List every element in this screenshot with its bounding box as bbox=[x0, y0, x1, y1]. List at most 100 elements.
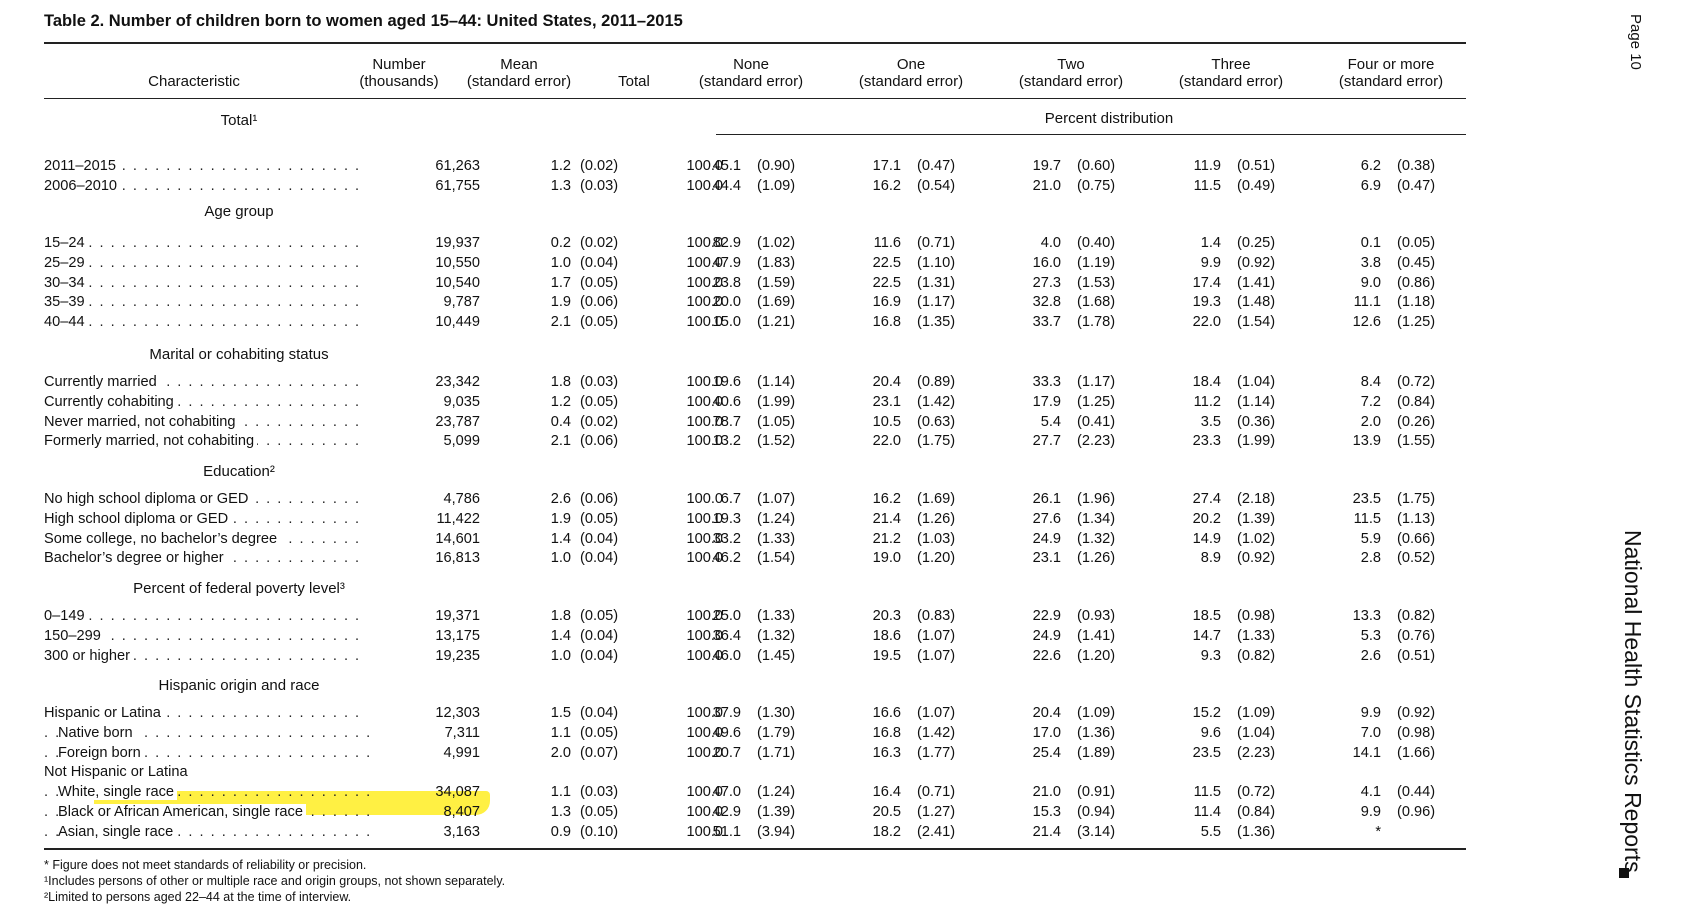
row-label-text: 0–149 bbox=[44, 608, 88, 624]
table-row: . . . . . . . . . . . . . . . . . . . . … bbox=[44, 703, 1466, 723]
cell-three: 14.9 bbox=[1192, 531, 1221, 547]
cell-mean-se: (0.06) bbox=[580, 491, 619, 507]
cell-none: 51.1 bbox=[712, 824, 741, 840]
cell-mean: 2.1 bbox=[550, 433, 571, 449]
table-row: . . . . . . . . . . . . . . . . . . . . … bbox=[44, 529, 1466, 549]
cell-four-se: (0.86) bbox=[1397, 275, 1436, 291]
table-row: . . . . . . . . . . . . . . . . . . . . … bbox=[44, 253, 1466, 273]
cell-mean: 1.9 bbox=[550, 294, 571, 310]
cell-number: 23,787 bbox=[435, 414, 480, 430]
cell-one: 17.1 bbox=[872, 158, 901, 174]
cell-three-se: (0.72) bbox=[1237, 784, 1276, 800]
cell-mean: 1.0 bbox=[550, 550, 571, 566]
header-number-line2: (thousands) bbox=[359, 73, 439, 90]
row-label: . . . . . . . . . . . . . . . . . . . . … bbox=[44, 273, 360, 293]
cell-one-se: (1.27) bbox=[917, 804, 956, 820]
cell-four: 13.9 bbox=[1352, 433, 1381, 449]
cell-two-se: (1.78) bbox=[1077, 314, 1116, 330]
cell-three-se: (0.36) bbox=[1237, 414, 1276, 430]
leader-dots: . . . . . . . . . . . . . . . . . . . . … bbox=[44, 235, 360, 251]
cell-none-se: (1.07) bbox=[757, 491, 796, 507]
cell-four: 6.2 bbox=[1360, 158, 1381, 174]
cell-three: 9.9 bbox=[1200, 255, 1221, 271]
cell-four-se: (0.92) bbox=[1397, 705, 1436, 721]
cell-four: 12.6 bbox=[1352, 314, 1381, 330]
cell-one: 22.0 bbox=[872, 433, 901, 449]
cell-mean: 1.0 bbox=[550, 648, 571, 664]
header-mean-line2: (standard error) bbox=[466, 73, 572, 90]
row-label-text: 300 or higher bbox=[44, 648, 134, 664]
cell-one-se: (1.17) bbox=[917, 294, 956, 310]
cell-none-se: (3.94) bbox=[757, 824, 796, 840]
cell-four-se: (0.26) bbox=[1397, 414, 1436, 430]
cell-none-se: (1.02) bbox=[757, 235, 796, 251]
cell-mean-se: (0.06) bbox=[580, 433, 619, 449]
cell-three: 14.7 bbox=[1192, 628, 1221, 644]
cell-four-se: (0.45) bbox=[1397, 255, 1436, 271]
cell-none: 45.1 bbox=[712, 158, 741, 174]
table-row: . . . . . . . . . . . . . . . . . . . . … bbox=[44, 626, 1466, 646]
cell-one-se: (1.77) bbox=[917, 745, 956, 761]
cell-four: 5.3 bbox=[1360, 628, 1381, 644]
row-label-text: Black or African American, single race bbox=[58, 804, 306, 820]
cell-number: 4,786 bbox=[443, 491, 480, 507]
cell-one: 16.4 bbox=[872, 784, 901, 800]
row-label: . . . . . . . . . . . . . . . . . . . . … bbox=[44, 431, 360, 451]
cell-none: 46.0 bbox=[712, 648, 741, 664]
footnote-1: * Figure does not meet standards of reli… bbox=[44, 858, 367, 872]
cell-four: 2.0 bbox=[1360, 414, 1381, 430]
row-label-text: Currently cohabiting bbox=[44, 394, 177, 410]
cell-none-se: (1.71) bbox=[757, 745, 796, 761]
row-label-text: 150–299 bbox=[44, 628, 104, 644]
cell-none-se: (1.21) bbox=[757, 314, 796, 330]
cell-two-se: (1.41) bbox=[1077, 628, 1116, 644]
cell-none: 47.9 bbox=[712, 255, 741, 271]
row-label-text: Never married, not cohabiting bbox=[44, 414, 239, 430]
cell-total: 100.0 bbox=[686, 394, 723, 410]
cell-total: 100.0 bbox=[686, 235, 723, 251]
cell-none: 42.9 bbox=[712, 804, 741, 820]
cell-mean-se: (0.05) bbox=[580, 608, 619, 624]
cell-two-se: (0.40) bbox=[1077, 235, 1116, 251]
cell-four: 9.0 bbox=[1360, 275, 1381, 291]
row-label-text: 2006–2010 bbox=[44, 178, 121, 194]
cell-number: 10,449 bbox=[435, 314, 480, 330]
cell-none-se: (1.99) bbox=[757, 394, 796, 410]
cell-mean-se: (0.04) bbox=[580, 705, 619, 721]
cell-two: 23.1 bbox=[1032, 550, 1061, 566]
cell-one-se: (1.07) bbox=[917, 628, 956, 644]
table-row: . . . . . . . . . . . . . . . . . . . . … bbox=[44, 723, 1466, 743]
cell-none-se: (1.24) bbox=[757, 511, 796, 527]
cell-three: 20.2 bbox=[1192, 511, 1221, 527]
cell-one: 16.2 bbox=[872, 491, 901, 507]
cell-one: 20.3 bbox=[872, 608, 901, 624]
cell-three-se: (1.99) bbox=[1237, 433, 1276, 449]
section-heading: Percent of federal poverty level³ bbox=[133, 580, 345, 597]
table-row: . . . . . . . . . . . . . . . . . . . . … bbox=[44, 782, 1466, 802]
cell-two: 21.0 bbox=[1032, 178, 1061, 194]
row-label: . . . . . . . . . . . . . . . . . . . . … bbox=[44, 723, 374, 743]
row-label: . . . . . . . . . . . . . . . . . . . . … bbox=[44, 782, 374, 802]
cell-number: 9,787 bbox=[443, 294, 480, 310]
cell-four-se: (0.96) bbox=[1397, 804, 1436, 820]
cell-total: 100.0 bbox=[686, 648, 723, 664]
cell-four: * bbox=[1375, 824, 1381, 840]
header-one: One (standard error) bbox=[836, 56, 986, 90]
cell-two: 5.4 bbox=[1040, 414, 1061, 430]
row-label: . . . . . . . . . . . . . . . . . . . . … bbox=[44, 292, 360, 312]
row-label-text: Asian, single race bbox=[58, 824, 177, 840]
cell-one-se: (1.69) bbox=[917, 491, 956, 507]
cell-one-se: (0.71) bbox=[917, 784, 956, 800]
header-number-line1: Number bbox=[372, 56, 426, 73]
cell-two: 16.0 bbox=[1032, 255, 1061, 271]
cell-number: 5,099 bbox=[443, 433, 480, 449]
cell-three: 27.4 bbox=[1192, 491, 1221, 507]
cell-three: 23.5 bbox=[1192, 745, 1221, 761]
cell-total: 100.0 bbox=[686, 804, 723, 820]
cell-one-se: (0.89) bbox=[917, 374, 956, 390]
cell-four: 11.5 bbox=[1353, 511, 1381, 527]
cell-none-se: (1.52) bbox=[757, 433, 796, 449]
row-label: . . . . . . . . . . . . . . . . . . . . … bbox=[44, 156, 360, 176]
cell-mean: 2.1 bbox=[550, 314, 571, 330]
cell-mean: 1.2 bbox=[550, 394, 571, 410]
